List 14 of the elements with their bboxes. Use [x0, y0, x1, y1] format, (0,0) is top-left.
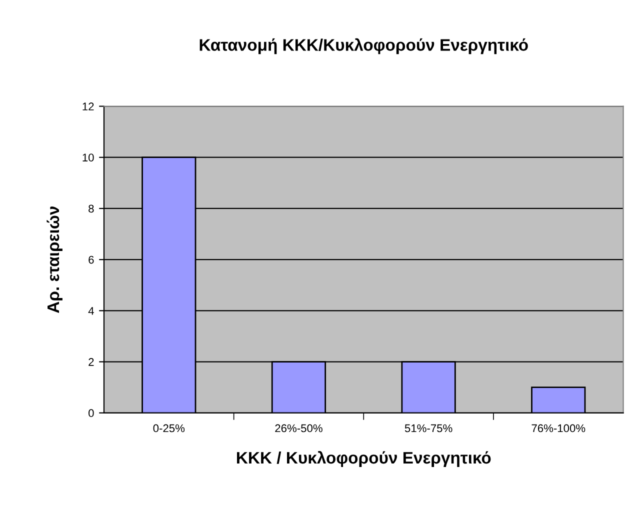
y-tick-label: 8	[88, 204, 94, 213]
chart-title: Κατανομή ΚΚΚ/Κυκλοφορούν Ενεργητικό	[200, 38, 528, 54]
y-tick-label: 0	[88, 409, 94, 418]
x-tick-label: 51%-75%	[404, 424, 452, 432]
y-tick-label: 6	[88, 256, 94, 264]
y-tick-label: 12	[82, 102, 94, 110]
x-tick-label: 0-25%	[153, 424, 185, 432]
y-tick-label: 4	[88, 307, 94, 315]
y-tick-label: 2	[88, 358, 94, 366]
y-tick-label: 10	[82, 154, 94, 162]
y-axis-title: Αρ. εταιρειών	[46, 206, 62, 313]
x-tick-label: 26%-50%	[275, 424, 322, 432]
x-axis-title: ΚΚΚ / Κυκλοφορούν Ενεργητικό	[237, 451, 491, 467]
x-tick-label: 76%-100%	[532, 424, 586, 432]
